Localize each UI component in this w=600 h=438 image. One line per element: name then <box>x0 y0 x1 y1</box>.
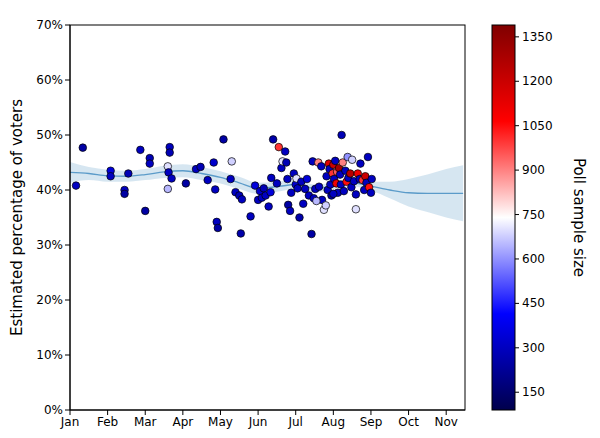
svg-text:300: 300 <box>522 341 545 355</box>
svg-text:Apr: Apr <box>172 415 193 429</box>
svg-text:750: 750 <box>522 208 545 222</box>
svg-text:Jul: Jul <box>287 415 302 429</box>
svg-text:0%: 0% <box>44 403 63 417</box>
svg-text:Feb: Feb <box>97 415 118 429</box>
svg-text:60%: 60% <box>36 73 63 87</box>
svg-text:1050: 1050 <box>522 119 553 133</box>
svg-text:Aug: Aug <box>322 415 345 429</box>
svg-text:450: 450 <box>522 296 545 310</box>
svg-text:Jan: Jan <box>60 414 80 429</box>
svg-text:20%: 20% <box>36 293 63 307</box>
svg-text:1200: 1200 <box>522 74 553 88</box>
svg-text:150: 150 <box>522 385 545 399</box>
svg-text:70%: 70% <box>36 18 63 32</box>
svg-text:Estimated percentage of voters: Estimated percentage of voters <box>8 99 26 336</box>
svg-text:Sep: Sep <box>360 415 383 429</box>
svg-text:Nov: Nov <box>434 415 457 429</box>
svg-text:May: May <box>208 415 233 429</box>
svg-text:50%: 50% <box>36 128 63 142</box>
svg-text:30%: 30% <box>36 238 63 252</box>
svg-text:10%: 10% <box>36 348 63 362</box>
svg-text:1350: 1350 <box>522 30 553 44</box>
svg-text:Oct: Oct <box>398 415 419 429</box>
svg-text:900: 900 <box>522 163 545 177</box>
svg-text:600: 600 <box>522 252 545 266</box>
svg-text:40%: 40% <box>36 183 63 197</box>
svg-text:Jun: Jun <box>248 415 268 429</box>
svg-text:Mar: Mar <box>134 415 157 429</box>
svg-text:Poll sample size: Poll sample size <box>570 158 588 277</box>
